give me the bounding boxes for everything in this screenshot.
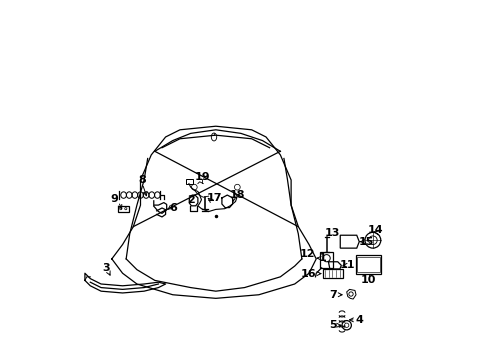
Text: 19: 19 <box>194 172 209 182</box>
Text: 2: 2 <box>186 195 194 205</box>
Text: 6: 6 <box>169 203 177 213</box>
Text: 18: 18 <box>229 190 244 200</box>
Text: 15: 15 <box>358 237 373 247</box>
Text: 3: 3 <box>102 263 110 273</box>
Text: 4: 4 <box>355 315 363 325</box>
Text: 1: 1 <box>318 253 326 263</box>
Text: 13: 13 <box>324 228 339 238</box>
Text: 12: 12 <box>300 248 315 258</box>
Text: 14: 14 <box>367 225 383 235</box>
Bar <box>319 252 333 268</box>
Text: 10: 10 <box>360 275 375 285</box>
Text: 16: 16 <box>300 269 316 279</box>
Text: 11: 11 <box>339 260 355 270</box>
Text: 9: 9 <box>110 194 119 204</box>
Bar <box>185 179 193 184</box>
Bar <box>355 255 381 274</box>
Text: 17: 17 <box>206 193 222 203</box>
Bar <box>357 257 379 272</box>
Bar <box>322 269 343 278</box>
Bar <box>118 206 128 212</box>
Text: 8: 8 <box>138 175 146 185</box>
Text: 5: 5 <box>329 320 337 330</box>
Text: 7: 7 <box>329 290 337 300</box>
